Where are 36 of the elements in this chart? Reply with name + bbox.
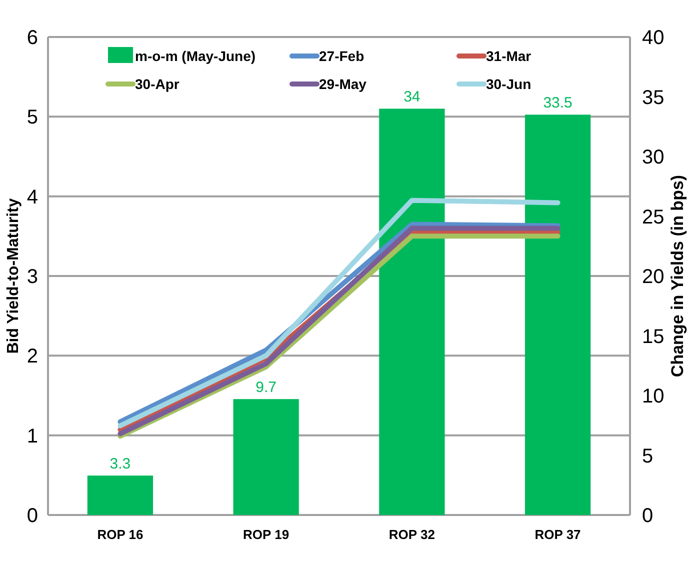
x-tick-label: ROP 37 [534, 527, 581, 542]
x-tick-label: ROP 16 [97, 527, 144, 542]
legend-label: 30-Jun [486, 76, 532, 92]
y2-tick-label: 0 [642, 505, 654, 527]
data-label: 34 [404, 88, 420, 106]
legend-label: 29-May [319, 76, 367, 92]
y2-tick-label: 25 [642, 206, 664, 228]
legend-label: 30-Apr [135, 76, 180, 92]
legend-label: m-o-m (May-June) [135, 48, 256, 64]
y2-tick-label: 5 [642, 445, 654, 468]
y2-tick-label: 10 [642, 386, 664, 408]
y2-axis-title: Change in Yields (in bps) [668, 174, 687, 378]
y2-tick-label: 30 [642, 146, 664, 168]
y2-tick-label: 40 [642, 27, 664, 49]
bar [524, 114, 591, 515]
y2-tick-label: 15 [642, 326, 664, 348]
y-tick-label: 2 [26, 346, 38, 368]
x-tick-label: ROP 32 [388, 527, 435, 542]
data-label: 33.5 [543, 94, 572, 112]
y-axis-title: Bid Yield-to-Maturity [5, 198, 22, 354]
legend-label: 31-Mar [486, 48, 532, 64]
y-tick-label: 6 [26, 27, 38, 49]
y-tick-label: 5 [26, 106, 38, 129]
bar [87, 476, 154, 515]
y-tick-label: 3 [26, 266, 38, 288]
y2-tick-label: 35 [642, 86, 664, 109]
data-label: 3.3 [110, 456, 131, 473]
data-label: 9.7 [256, 379, 276, 396]
y-tick-label: 4 [26, 186, 38, 208]
y-tick-label: 1 [26, 425, 38, 448]
y2-tick-label: 20 [642, 266, 664, 288]
bar [233, 399, 299, 515]
x-tick-label: ROP 19 [243, 527, 290, 542]
bar [379, 108, 445, 515]
legend-label: 27-Feb [319, 48, 364, 64]
y-tick-label: 0 [26, 505, 38, 527]
